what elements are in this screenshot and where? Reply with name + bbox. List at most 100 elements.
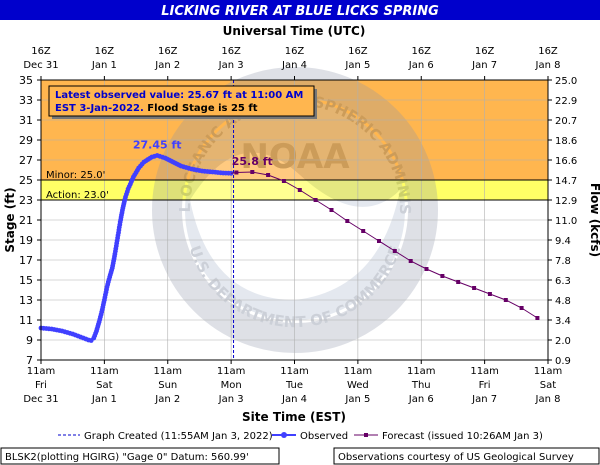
legend-created-label: Graph Created (11:55AM Jan 3, 2022) [84,431,273,442]
x-top-tick-hour: 16Z [348,46,368,57]
x-bottom-tick-time: 11am [153,366,182,377]
y-left-axis-title: Stage (ft) [3,187,17,252]
x-bottom-tick-day: Sun [158,380,177,391]
y-right-tick-label: 11.0 [555,216,577,227]
crest-label-forecast: 25.8 ft [232,155,273,168]
legend-forecast-marker [364,433,368,437]
axes: 7 9 11 13 15 17 19 21 23 25 27 29 31 33 35 0.9 2.0 3.4 4.8… [19,46,577,405]
y-left-tick-label: 13 [19,294,33,307]
y-left-tick-label: 25 [19,174,33,187]
footer: BLSK2(plotting HGIRG) "Gage 0" Datum: 56… [0,447,600,465]
legend-observed-marker [281,432,287,438]
y-right-tick-label: 2.0 [555,336,571,347]
x-top-tick-hour: 16Z [221,46,241,57]
y-right-tick-label: 20.7 [555,116,577,127]
x-bottom-tick-day: Thu [411,380,431,391]
x-top-tick-date: Jan 4 [281,60,307,71]
y-right-tick-label: 7.8 [555,256,571,267]
y-right-tick-label: 18.6 [555,136,577,147]
info-box-line2-date: EST 3-Jan-2022. [55,103,144,114]
title-bar [0,0,600,20]
y-right-tick-label: 12.9 [555,196,577,207]
x-top-tick-hour: 16Z [538,46,558,57]
y-left-tick-label: 27 [19,154,33,167]
crest-annotations: 27.45 ft 25.8 ft [133,139,273,169]
forecast-point [472,286,477,290]
footer-right-text: Observations courtesy of US Geological S… [338,452,574,463]
y-left-tick-label: 17 [19,254,33,267]
y-left-tick-label: 31 [19,114,33,127]
y-left-tick-label: 19 [19,234,33,247]
legend: Graph Created (11:55AM Jan 3, 2022) Obse… [58,431,543,442]
forecast-point [281,179,286,183]
x-bottom-tick-date: Jan 5 [344,394,370,405]
y-right-tick-label: 25.0 [555,76,577,87]
noaa-logo-letters: NOAA [240,137,350,177]
forecast-point [234,170,239,175]
x-top-tick-hour: 16Z [411,46,431,57]
forecast-point [250,170,255,174]
x-bottom-tick-date: Jan 8 [535,394,561,405]
x-top-tick-hour: 16Z [95,46,115,57]
x-top-tick-hour: 16Z [31,46,51,57]
threshold-label-action: Action: 23.0' [46,190,109,201]
x-bottom-tick-time: 11am [344,366,373,377]
x-bottom-tick-date: Jan 6 [408,394,434,405]
x-top-tick-hour: 16Z [285,46,305,57]
info-box-frame [48,85,315,117]
x-bottom-tick-time: 11am [217,366,246,377]
x-top-tick-date: Dec 31 [23,60,58,71]
y-right-tick-label: 16.6 [555,156,577,167]
x-bottom-tick-time: 11am [534,366,563,377]
x-bottom-tick-date: Jan 7 [471,394,497,405]
forecast-point [424,267,429,271]
x-bottom-tick-day: Tue [285,380,303,391]
top-axis-title: Universal Time (UTC) [223,24,366,38]
x-top-tick-date: Jan 5 [344,60,370,71]
y-right-tick-label: 4.8 [555,296,571,307]
x-bottom-tick-time: 11am [280,366,309,377]
x-bottom-tick-time: 11am [407,366,436,377]
noaa-logo-outer-ring [152,67,438,353]
y-right-axis-title: Flow (kcfs) [588,183,600,257]
x-bottom-tick-date: Dec 31 [23,394,58,405]
y-right-tick-label: 22.9 [555,96,577,107]
forecast-point [361,229,366,233]
x-bottom-tick-date: Jan 3 [218,394,244,405]
y-left-tick-label: 33 [19,94,33,107]
y-left-tick-label: 29 [19,134,33,147]
y-right-tick-label: 0.9 [555,356,571,367]
x-top-tick-date: Jan 6 [408,60,434,71]
y-right-tick-label: 3.4 [555,316,571,327]
x-bottom-tick-time: 11am [90,366,119,377]
x-bottom-tick-time: 11am [27,366,56,377]
footer-left-box [0,447,280,465]
x-top-tick-date: Jan 7 [471,60,497,71]
data-series [38,153,540,343]
y-left-tick-label: 35 [19,74,33,87]
forecast-point [503,298,508,302]
x-bottom-tick-day: Fri [479,380,491,391]
forecast-point [440,274,445,278]
y-left-tick-label: 23 [19,194,33,207]
x-bottom-tick-day: Mon [221,380,242,391]
x-bottom-tick-date: Jan 2 [154,394,180,405]
forecast-point [487,292,492,296]
legend-observed-label: Observed [300,431,348,442]
x-bottom-tick-date: Jan 1 [91,394,117,405]
x-top-tick-date: Jan 3 [218,60,244,71]
y-right-tick-label: 6.3 [555,276,571,287]
chart-title: LICKING RIVER AT BLUE LICKS SPRING [161,4,439,19]
forecast-point [519,306,524,310]
forecast-point [297,188,302,192]
info-box-line2-flood: Flood Stage is 25 ft [144,103,258,114]
info-box-line1: Latest observed value: 25.67 ft at 11:00… [55,90,303,101]
x-top-tick-date: Jan 1 [91,60,117,71]
x-top-tick-date: Jan 8 [535,60,561,71]
crest-label-observed: 27.45 ft [133,139,182,152]
forecast-point [266,173,271,177]
footer-right-box [333,447,600,465]
forecast-point [377,239,381,243]
forecast-point [313,198,318,202]
y-left-tick-label: 21 [19,214,33,227]
